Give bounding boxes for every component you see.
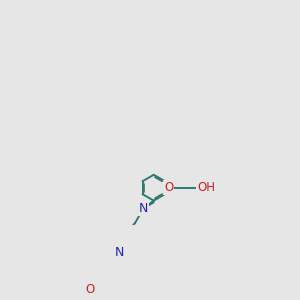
Text: O: O — [164, 181, 173, 194]
Text: O: O — [85, 284, 95, 296]
Text: OH: OH — [197, 181, 215, 194]
Text: N: N — [115, 246, 124, 259]
Text: N: N — [139, 202, 148, 215]
